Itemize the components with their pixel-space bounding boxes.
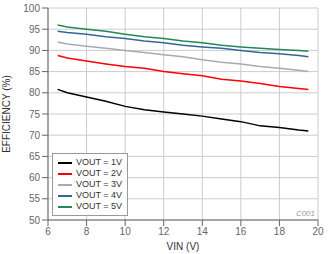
svg-text:EFFICIENCY (%): EFFICIENCY (%) — [8, 75, 12, 153]
svg-text:85: 85 — [29, 66, 41, 77]
svg-text:8: 8 — [84, 226, 90, 237]
svg-text:6: 6 — [45, 226, 51, 237]
svg-text:12: 12 — [158, 226, 170, 237]
html-text:VOUT = 3V: VOUT = 3V — [76, 179, 123, 189]
svg-text:55: 55 — [29, 193, 41, 204]
html-text:C001: C001 — [295, 209, 315, 218]
svg-text:100: 100 — [23, 3, 40, 14]
svg-text:50: 50 — [29, 215, 41, 226]
svg-text:VIN (V): VIN (V) — [167, 241, 200, 252]
svg-text:75: 75 — [29, 109, 41, 120]
svg-text:90: 90 — [29, 45, 41, 56]
svg-text:95: 95 — [29, 24, 41, 35]
svg-text:20: 20 — [312, 226, 322, 237]
svg-text:80: 80 — [29, 87, 41, 98]
svg-text:70: 70 — [29, 130, 41, 141]
html-text:VOUT = 1V: VOUT = 1V — [76, 157, 123, 167]
svg-text:14: 14 — [197, 226, 209, 237]
html-text:VOUT = 5V: VOUT = 5V — [76, 201, 123, 211]
svg-text:65: 65 — [29, 151, 41, 162]
svg-text:60: 60 — [29, 172, 41, 183]
html-text:VOUT = 2V: VOUT = 2V — [76, 168, 123, 178]
svg-text:16: 16 — [235, 226, 247, 237]
html-text:VOUT = 4V: VOUT = 4V — [76, 190, 123, 200]
svg-text:18: 18 — [274, 226, 286, 237]
svg-text:10: 10 — [120, 226, 132, 237]
